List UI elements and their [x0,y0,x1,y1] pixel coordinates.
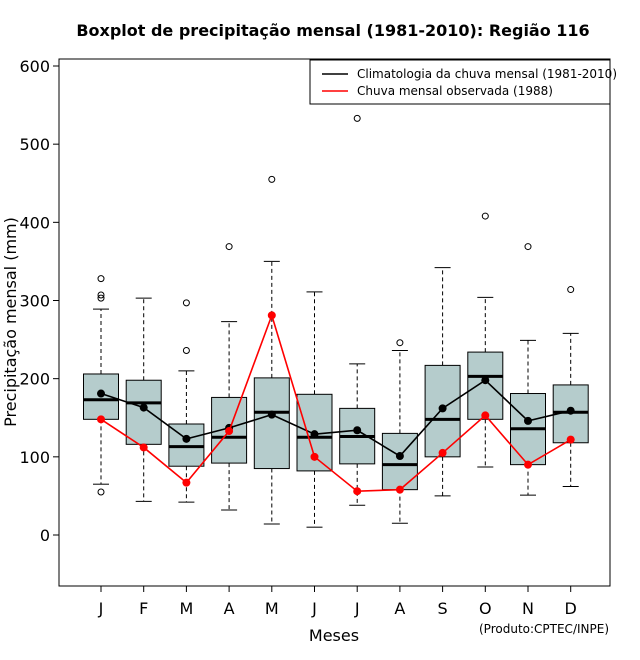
box-outlier [396,339,404,347]
series-point-observed [267,311,276,320]
box-outlier [567,286,575,294]
series-point-climatology [310,430,319,439]
y-tick-label: 100 [19,448,50,467]
box-outlier [182,347,190,355]
x-tick-label: M [265,599,279,618]
series-point-climatology [438,404,447,413]
x-tick-label: S [438,599,448,618]
series-point-climatology [481,376,490,385]
box-outlier [225,243,233,251]
series-point-observed [97,415,105,424]
series-point-observed [481,411,490,420]
y-tick-label: 400 [19,213,50,232]
box-outlier [182,299,190,307]
box-iqr [253,377,290,470]
series-point-climatology [139,403,148,412]
x-tick-label: N [522,599,534,618]
series-point-observed [139,443,148,452]
y-tick-label: 0 [40,526,50,545]
x-tick-label: M [179,599,193,618]
series-point-observed [566,435,575,444]
series-point-observed [353,487,362,496]
box-outlier [97,275,105,283]
x-tick-label: J [311,599,317,618]
y-tick-label: 200 [19,370,50,389]
x-tick-label: O [479,599,492,618]
series-point-climatology [566,406,575,415]
series-point-climatology [267,410,276,419]
series-line-climatology [100,379,571,458]
series-point-observed [524,460,532,469]
box-outlier [97,294,105,302]
source-caption: (Produto:CPTEC/INPE) [479,622,609,636]
legend-label-observed: Chuva mensal observada (1988) [357,84,553,98]
y-tick-label: 500 [19,135,50,154]
series-point-climatology [353,426,362,435]
y-tick-label: 600 [19,57,50,76]
box-outlier [97,488,105,496]
legend: Climatologia da chuva mensal (1981-2010)… [309,59,617,105]
series-line-observed [100,312,572,493]
series-point-observed [225,427,234,436]
x-tick-label: F [139,599,148,618]
legend-box [309,59,611,105]
series-point-observed [182,478,191,487]
series-layer [97,311,575,496]
x-axis-label: Meses [309,626,359,645]
x-tick-label: A [224,599,235,618]
x-tick-label: J [98,599,104,618]
box-outlier [524,243,532,251]
series-point-climatology [182,434,191,443]
chart-title: Boxplot de precipitação mensal (1981-201… [76,21,589,40]
series-point-observed [438,448,447,457]
box-outlier [481,212,489,220]
plot-frame [58,58,611,587]
box-outlier [97,291,105,299]
boxes-layer [83,114,589,528]
box-outlier [268,175,276,183]
series-point-climatology [97,389,105,398]
y-axis-label: Precipitação mensal (mm) [1,217,20,427]
series-point-observed [395,485,404,494]
x-tick-label: D [565,599,577,618]
x-tick-label: A [394,599,405,618]
legend-label-climatology: Climatologia da chuva mensal (1981-2010) [357,67,617,81]
box-outlier [353,114,361,122]
series-point-observed [310,452,319,461]
box-iqr [125,379,162,445]
series-point-climatology [524,416,532,425]
series-point-climatology [395,452,404,461]
y-axis: 0 100 200 300 400 500 600 [19,57,60,545]
y-tick-label: 300 [19,292,50,311]
box-iqr [467,351,504,420]
x-tick-label: J [354,599,360,618]
